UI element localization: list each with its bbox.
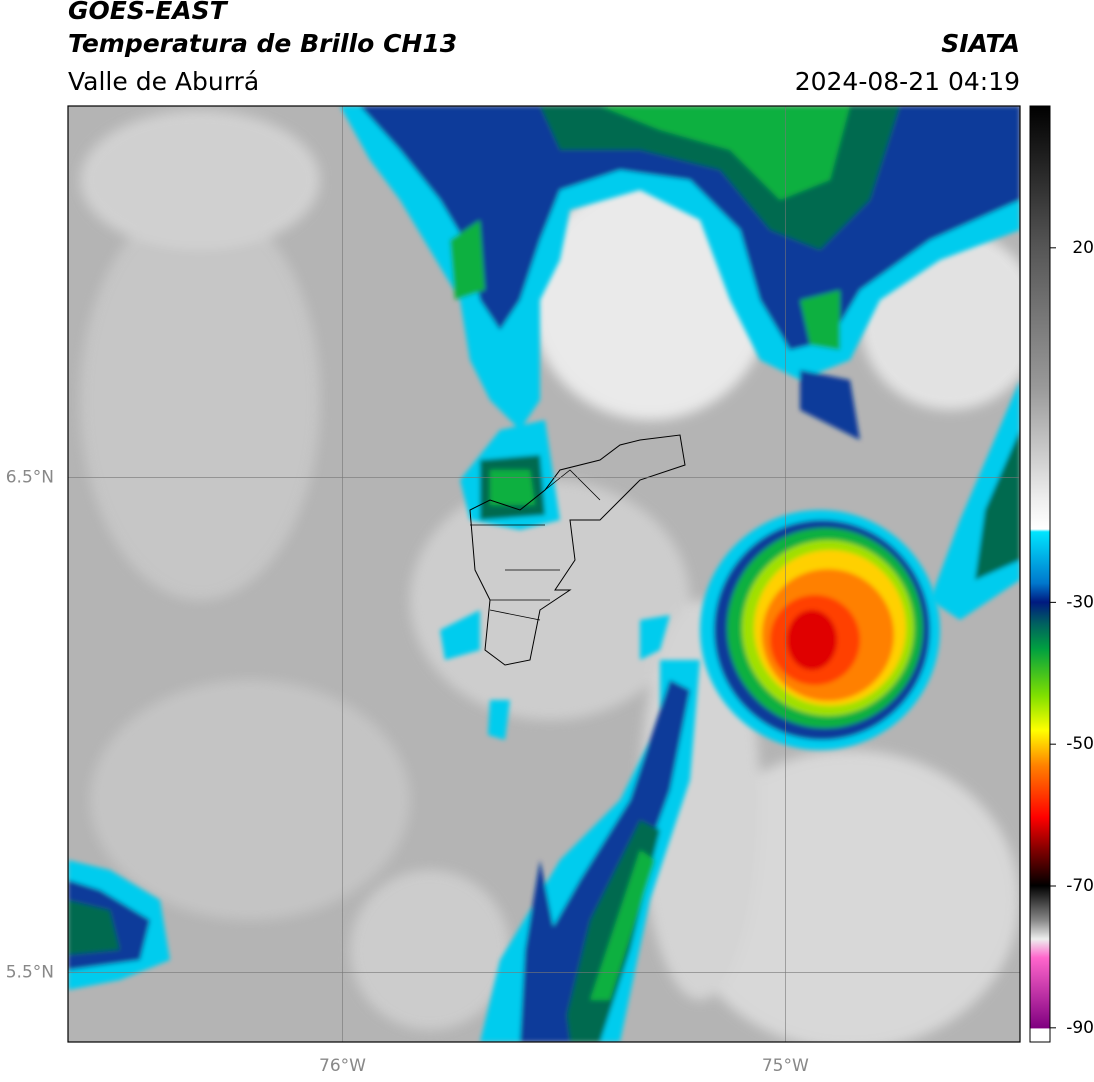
municipal-boundary: [470, 469, 601, 621]
agency-label: SIATA: [941, 29, 1020, 58]
satellite-title: GOES-EAST: [68, 0, 229, 25]
grid: [68, 106, 1020, 1042]
colorbar-tick-label: -70: [1066, 876, 1094, 896]
satellite-image: [68, 106, 1020, 1042]
colorbar-tick-label: -30: [1066, 592, 1094, 612]
product-title: Temperatura de Brillo CH13: [68, 29, 457, 58]
y-tick-label: 5.5°N: [6, 963, 54, 983]
municipal-boundary: [469, 434, 686, 666]
y-tick-label: 6.5°N: [6, 467, 54, 487]
x-tick-label: 75°W: [762, 1056, 809, 1076]
colorbar: [1029, 105, 1051, 1043]
colorbar-tick-label: 20: [1072, 238, 1094, 258]
colorbar-tick-label: -50: [1066, 734, 1094, 754]
x-tick-label: 76°W: [319, 1056, 366, 1076]
map-frame: [67, 105, 1021, 1043]
datetime-label: 2024-08-21 04:19: [795, 67, 1020, 96]
region-label: Valle de Aburrá: [68, 67, 259, 96]
colorbar-tick-label: -90: [1066, 1018, 1094, 1038]
